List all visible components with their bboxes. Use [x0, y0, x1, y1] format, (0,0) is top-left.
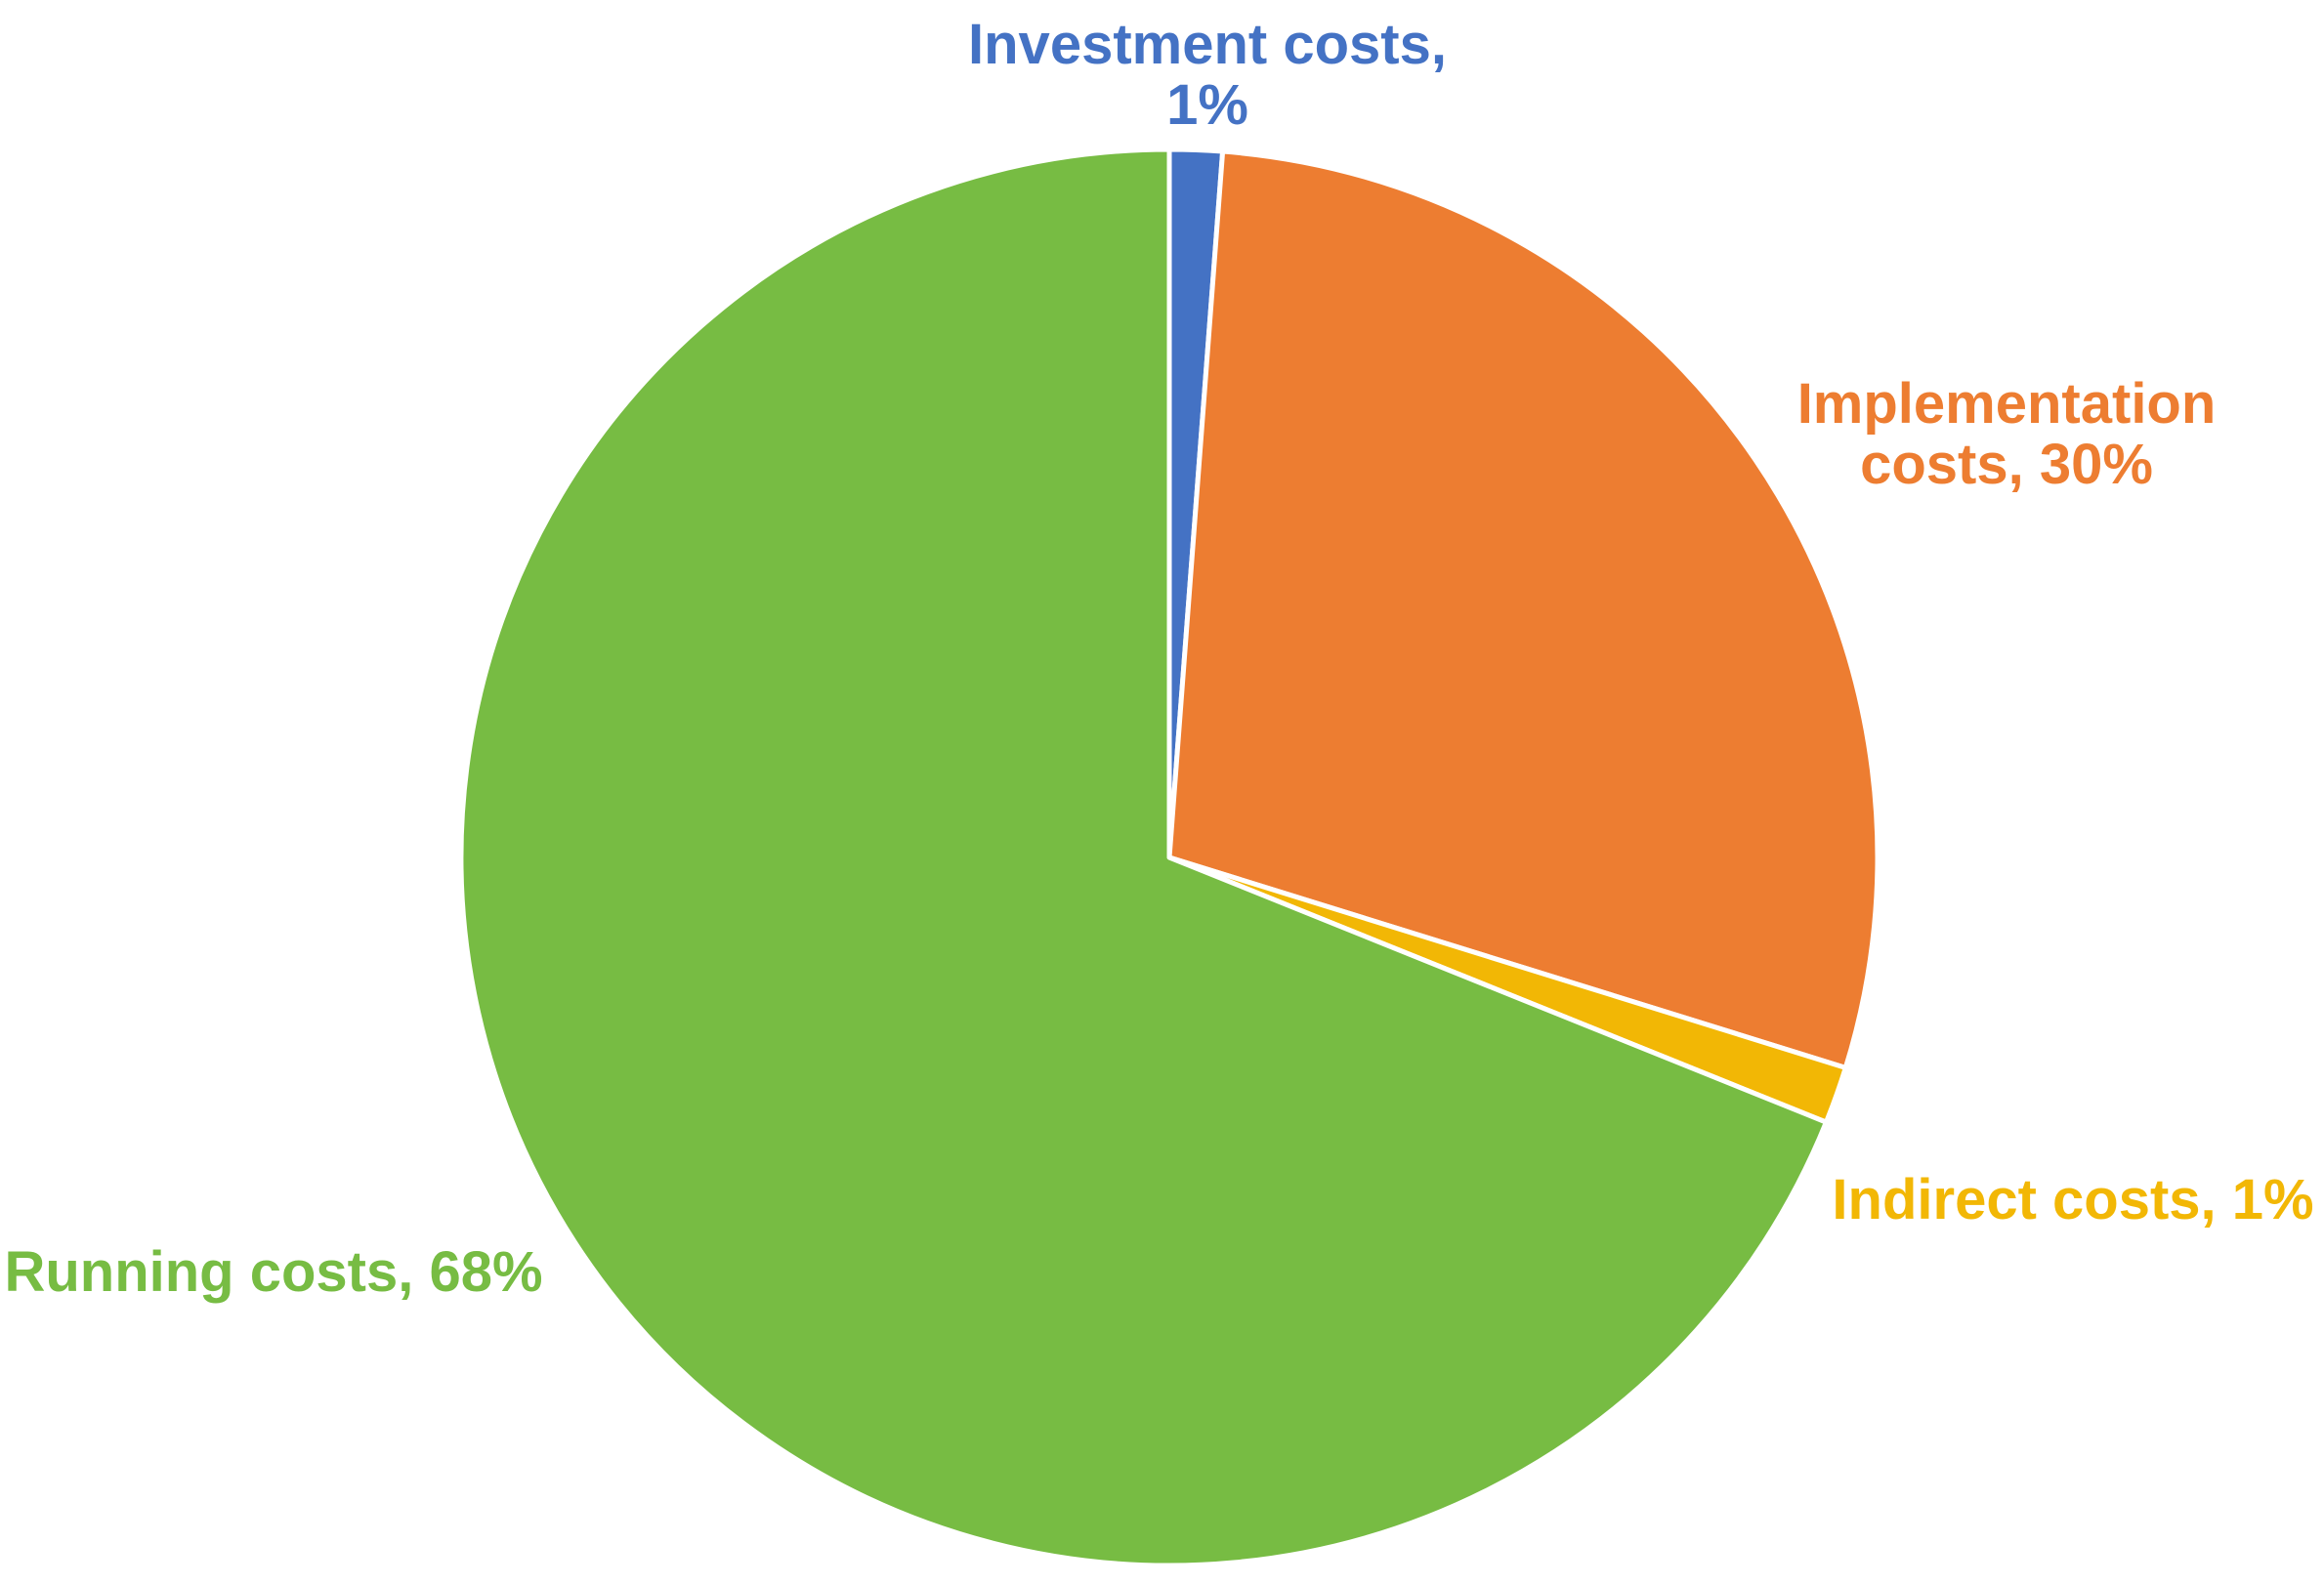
slice-label-line: Implementation — [1797, 372, 2217, 436]
pie-slice-running-costs — [458, 146, 1829, 1568]
slice-label-line: Indirect costs, 1% — [1832, 1168, 2313, 1231]
slice-label-running-costs: Running costs, 68% — [4, 1240, 542, 1304]
slice-label-line: 1% — [1166, 73, 1248, 137]
slice-label-indirect-costs: Indirect costs, 1% — [1832, 1168, 2313, 1231]
slice-label-line: costs, 30% — [1860, 433, 2153, 496]
pie-slices — [458, 146, 1880, 1568]
slice-label-implementation-costs: Implementation costs, 30% — [1797, 372, 2217, 496]
slice-labels: Investment costs, 1% Implementation costs, … — [4, 13, 2313, 1304]
slice-label-line: Investment costs, — [968, 13, 1447, 76]
slice-label-line: Running costs, 68% — [4, 1240, 542, 1304]
slice-label-investment-costs: Investment costs, 1% — [968, 13, 1447, 137]
pie-slice-implementation-costs — [1166, 148, 1880, 1070]
